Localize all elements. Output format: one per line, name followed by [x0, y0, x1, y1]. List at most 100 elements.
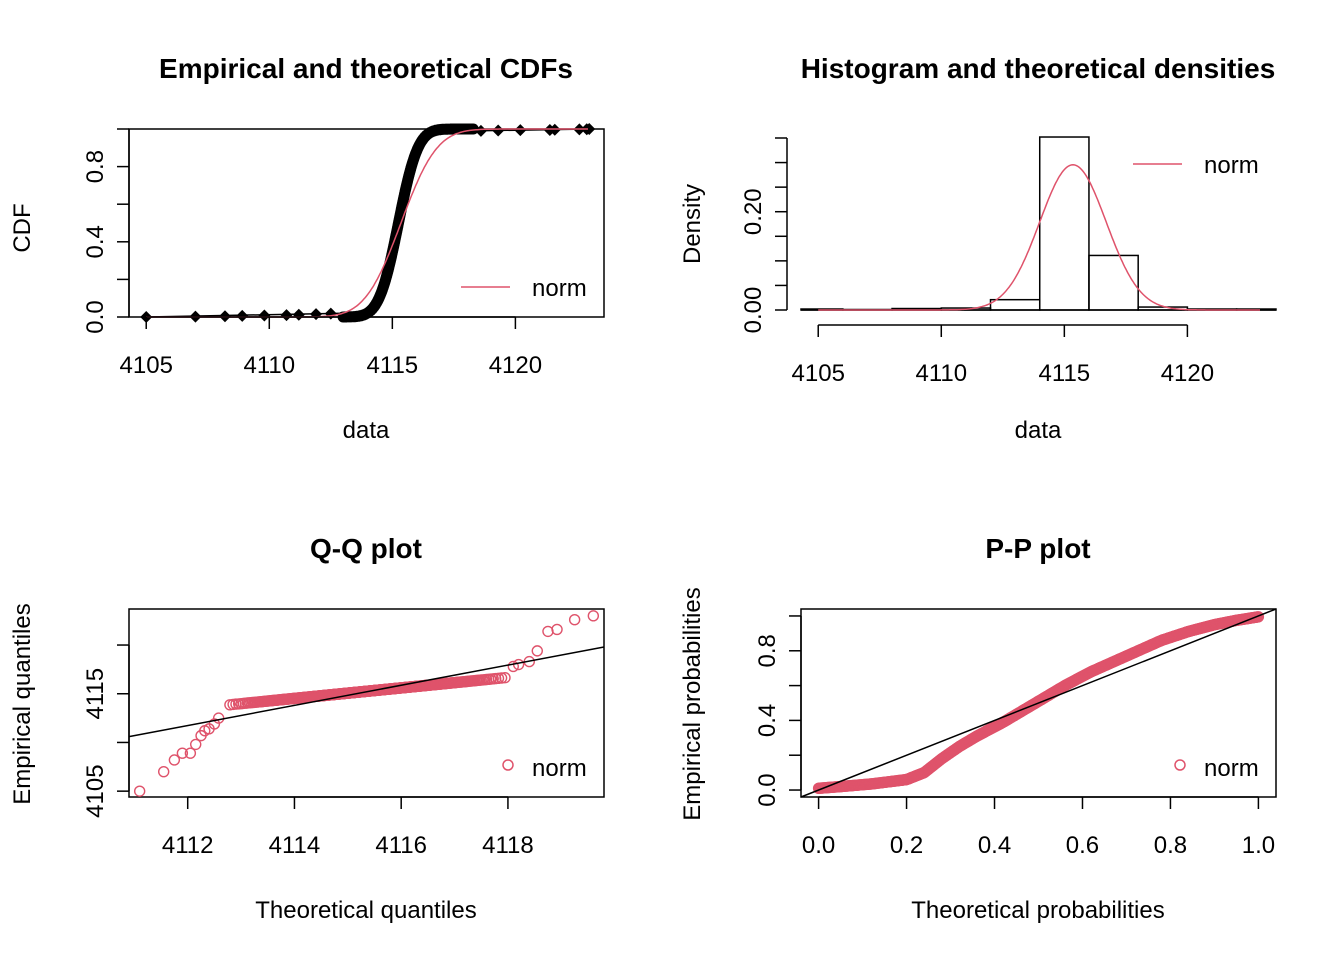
pp-x-tick-label: 1.0 [1242, 832, 1275, 859]
qq-point [542, 625, 554, 638]
qq-point [499, 672, 511, 684]
qq-legend: norm [502, 755, 587, 782]
pp-x-tick-label: 0.0 [802, 832, 835, 859]
pp-xlabel: Theoretical probabilities [911, 897, 1164, 924]
hist-title: Histogram and theoretical densities [801, 53, 1276, 84]
cdf-panel: Empirical and theoretical CDFs data CDF … [9, 53, 605, 444]
pp-reference-line [800, 608, 1277, 798]
cdf-x-axis: 4105 4110 4115 4120 [120, 316, 542, 379]
pp-marks [800, 608, 1277, 798]
hist-xlabel: data [1015, 417, 1062, 444]
qq-point [133, 785, 146, 797]
qq-point [157, 765, 170, 778]
hist-density-line [818, 164, 1260, 311]
pp-x-tick-label: 0.2 [890, 832, 923, 859]
cdf-empirical-point [292, 308, 305, 321]
qq-x-tick-label: 4116 [375, 832, 427, 859]
cdf-marks [140, 123, 596, 323]
pp-y-tick-label: 0.8 [754, 634, 781, 667]
qq-panel: Q-Q plot Theoretical quantiles Empirical… [9, 533, 605, 924]
qq-x-axis: 4112 4114 4116 4118 [162, 796, 534, 859]
pp-x-tick-label: 0.4 [978, 832, 1011, 859]
cdf-empirical-points-dense [337, 123, 479, 323]
hist-x-tick-label: 4110 [915, 360, 967, 387]
qq-point [531, 645, 543, 657]
pp-x-tick-label: 0.6 [1066, 832, 1099, 859]
cdf-y-tick-label: 0.0 [82, 300, 109, 333]
qq-point [190, 738, 202, 751]
pp-legend-label: norm [1204, 755, 1259, 782]
hist-x-tick-label: 4105 [792, 360, 845, 387]
pp-point [1252, 611, 1265, 623]
cdf-theoretical-line [146, 128, 588, 318]
qq-marks [128, 610, 605, 797]
hist-legend: norm [1133, 152, 1259, 179]
cdf-empirical-point [310, 308, 323, 321]
hist-y-axis: 0.00 0.20 [740, 137, 788, 334]
cdf-y-axis: 0.0 0.4 0.8 [82, 128, 130, 334]
cdf-empirical-point [324, 307, 337, 320]
cdf-empirical-point [474, 124, 487, 137]
qq-legend-label: norm [532, 755, 587, 782]
cdf-legend-label: norm [532, 275, 587, 302]
qq-point [184, 747, 197, 759]
cdf-y-tick-label: 0.8 [82, 150, 109, 183]
hist-y-tick-label: 0.20 [740, 188, 767, 235]
cdf-x-tick-label: 4110 [243, 352, 295, 379]
qq-title: Q-Q plot [310, 533, 422, 564]
histogram-panel: Histogram and theoretical densities data… [679, 53, 1277, 444]
cdf-x-tick-label: 4105 [120, 352, 173, 379]
qq-point [551, 623, 563, 636]
hist-marks [800, 136, 1277, 311]
hist-x-tick-label: 4120 [1161, 360, 1214, 387]
qq-x-tick-label: 4112 [162, 832, 214, 859]
cdf-y-tick-label: 0.4 [82, 225, 109, 258]
qq-ylabel: Empirical quantiles [9, 603, 36, 804]
cdf-empirical-point [514, 124, 527, 137]
pp-x-axis: 0.0 0.2 0.4 0.6 0.8 1.0 [802, 796, 1275, 859]
cdf-empirical-point [218, 310, 231, 323]
cdf-title: Empirical and theoretical CDFs [159, 53, 573, 84]
cdf-empirical-point [583, 123, 596, 135]
cdf-legend: norm [461, 275, 587, 302]
pp-x-tick-label: 0.8 [1154, 832, 1187, 859]
qq-y-axis: 4105 4115 [82, 644, 130, 818]
hist-bar [1038, 136, 1090, 311]
qq-legend-marker [502, 759, 514, 771]
qq-y-tick-label: 4105 [82, 764, 109, 817]
qq-xlabel: Theoretical quantiles [255, 897, 476, 924]
pp-ylabel: Empirical probabilities [679, 587, 706, 820]
pp-title: P-P plot [985, 533, 1090, 564]
pp-y-tick-label: 0.0 [754, 773, 781, 806]
pp-legend-marker [1174, 759, 1186, 771]
cdf-empirical-point [548, 123, 561, 136]
hist-bar [989, 298, 1041, 311]
pp-legend: norm [1174, 755, 1259, 782]
hist-x-tick-label: 4115 [1039, 360, 1091, 387]
cdf-empirical-point [258, 309, 271, 322]
cdf-xlabel: data [343, 417, 390, 444]
cdf-empirical-point [280, 309, 293, 322]
hist-legend-label: norm [1204, 152, 1259, 179]
qq-point [176, 747, 189, 759]
qq-y-tick-label: 4115 [82, 668, 109, 720]
pp-y-axis: 0.0 0.4 0.8 [754, 615, 802, 807]
qq-point [495, 672, 508, 684]
qq-x-tick-label: 4118 [482, 832, 534, 859]
qq-point [587, 610, 600, 622]
hist-y-tick-label: 0.00 [740, 287, 767, 334]
qq-point [168, 754, 181, 766]
pp-y-tick-label: 0.4 [754, 704, 781, 737]
cdf-empirical-point [492, 124, 505, 137]
cdf-x-tick-label: 4115 [367, 352, 419, 379]
pp-panel: P-P plot Theoretical probabilities Empir… [679, 533, 1277, 924]
cdf-ylabel: CDF [9, 203, 36, 252]
hist-bar [1088, 254, 1139, 311]
qq-point [568, 614, 581, 626]
hist-x-axis: 4105 4110 4115 4120 [792, 324, 1214, 387]
qq-reference-line [128, 646, 605, 738]
cdf-x-tick-label: 4120 [489, 352, 542, 379]
qq-point [507, 660, 519, 673]
cdf-empirical-point [236, 309, 249, 322]
